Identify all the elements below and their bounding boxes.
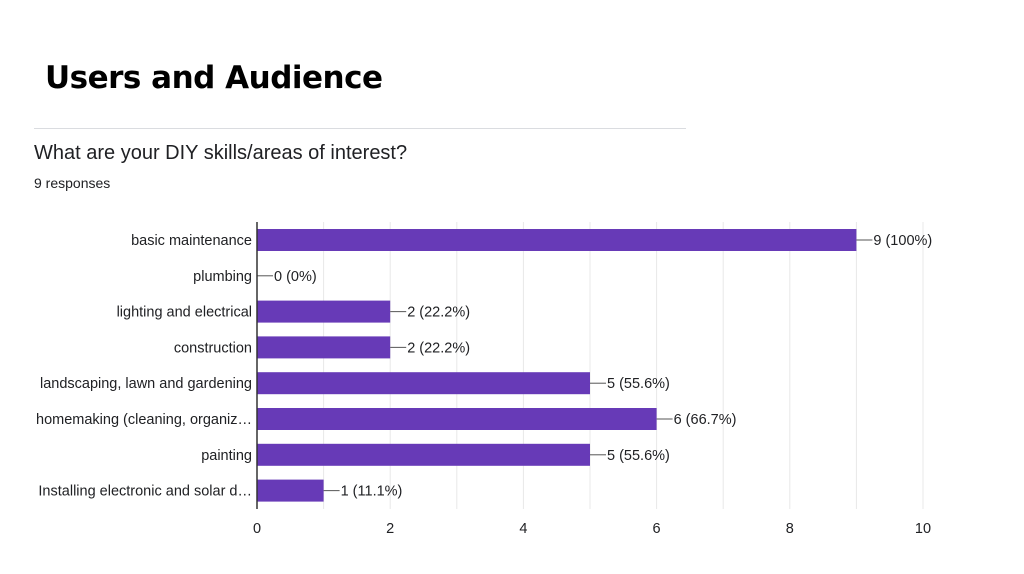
axis-layer: 0 2 4 6 8 10: [253, 222, 931, 537]
bar: [257, 443, 590, 466]
slide-title: Users and Audience: [45, 60, 383, 96]
data-label: 2 (22.2%): [407, 340, 470, 356]
bar: [257, 479, 324, 502]
x-tick-label: 4: [519, 521, 527, 537]
data-label: 5 (55.6%): [607, 448, 670, 464]
category-label: basic maintenance: [131, 233, 252, 249]
category-label: plumbing: [193, 269, 252, 285]
category-label: Installing electronic and solar d…: [38, 484, 252, 500]
data-label: 1 (11.1%): [341, 484, 403, 500]
category-label: lighting and electrical: [117, 305, 252, 321]
bar: [257, 300, 391, 323]
bar-layer: [257, 229, 857, 502]
data-label: 6 (66.7%): [674, 412, 737, 428]
bar: [257, 408, 657, 430]
label-layer: basic maintenance 9 (100%) plumbing 0 (0%) l…: [36, 233, 932, 500]
category-label: landscaping, lawn and gardening: [40, 376, 252, 392]
x-tick-label: 8: [786, 521, 794, 537]
x-tick-label: 6: [653, 521, 661, 537]
bar: [257, 229, 857, 251]
bar: [257, 372, 590, 395]
category-label: painting: [201, 448, 252, 464]
data-label: 9 (100%): [873, 233, 932, 249]
data-label: 0 (0%): [274, 269, 317, 285]
category-label: construction: [174, 340, 252, 356]
x-tick-label: 2: [386, 521, 394, 537]
category-label: homemaking (cleaning, organiz…: [36, 412, 252, 428]
question-title: What are your DIY skills/areas of intere…: [34, 142, 408, 164]
grid-layer: [323, 222, 924, 509]
data-label: 5 (55.6%): [607, 376, 670, 392]
response-count: 9 responses: [34, 175, 111, 191]
x-tick-label: 10: [915, 521, 931, 537]
x-tick-label: 0: [253, 521, 261, 537]
divider: [34, 128, 686, 129]
data-label: 2 (22.2%): [407, 305, 470, 321]
bar: [257, 336, 391, 359]
